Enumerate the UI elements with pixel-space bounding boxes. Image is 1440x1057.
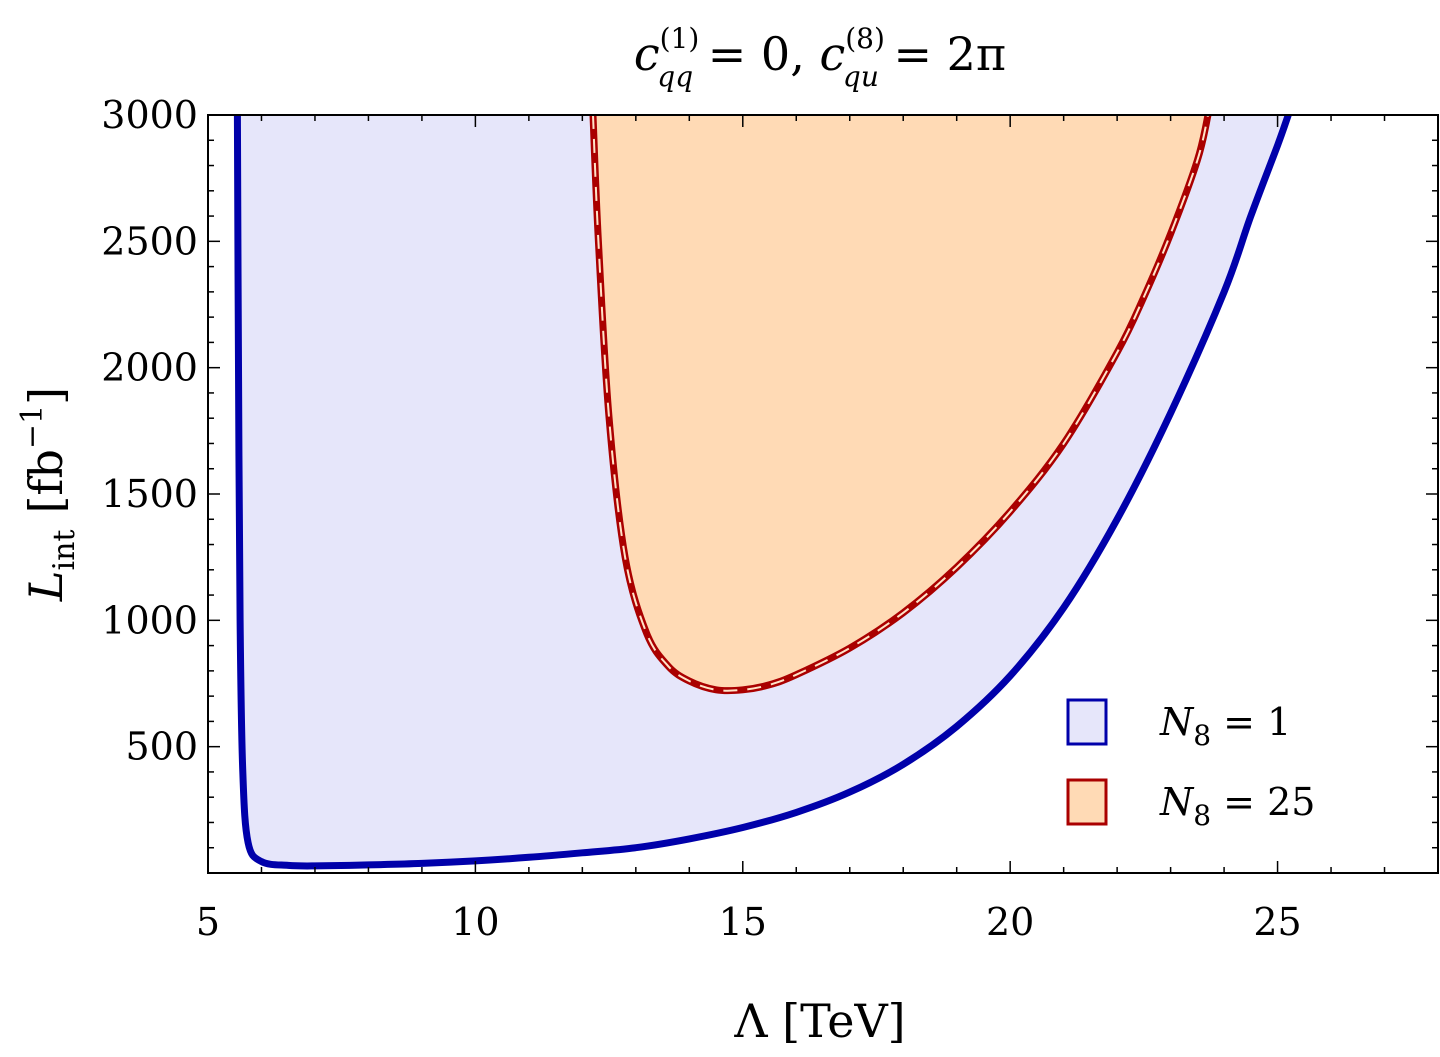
y-title-unit-open: [fb: [19, 449, 73, 513]
x-tick-label: 20: [986, 900, 1034, 944]
y-tick-label: 2500: [101, 219, 198, 263]
chart-title: c(1) qq = 0, c(8) qu = 2π: [634, 22, 1006, 93]
y-axis-title: Lint [fb−1]: [15, 387, 82, 602]
y-tick-label: 1000: [101, 598, 198, 642]
title-c2-rest: = 2π: [879, 27, 1006, 81]
y-title-unit-close: ]: [19, 387, 73, 405]
y-tick-label: 2000: [101, 346, 198, 390]
title-c1-base: c: [634, 27, 660, 81]
title-c1-sub: qq: [657, 60, 693, 93]
y-tick-label: 3000: [101, 93, 198, 137]
x-tick-label: 10: [451, 900, 499, 944]
x-axis-title: Λ [TeV]: [733, 994, 905, 1048]
y-tick-label: 500: [125, 725, 198, 769]
legend-label-1: N8 = 1: [1159, 700, 1291, 752]
y-tick-label: 1500: [101, 472, 198, 516]
y-title-unit-sup: −1: [15, 405, 50, 449]
legend-swatch-2: [1066, 778, 1108, 826]
x-tick-label: 25: [1253, 900, 1301, 944]
legend-swatch-1: [1066, 698, 1108, 746]
region-fill-2: [593, 115, 1208, 691]
boundary-line-1: [233, 115, 1292, 870]
x-tick-label: 15: [719, 900, 767, 944]
x-tick-label: 5: [196, 900, 220, 944]
title-c2-base: c: [819, 27, 845, 81]
boundary-dashed-line-2: [592, 115, 1209, 692]
plot-area: 5 10 15 20 25 500 1000 1500 2000 2500 3000 N8 = 1 N8…: [101, 93, 1439, 944]
title-c1-rest: = 0,: [693, 27, 819, 81]
title-c1-sup: (1): [660, 22, 700, 55]
y-title-base: L: [19, 571, 73, 603]
y-title-sub: int: [47, 530, 82, 571]
legend-label-2: N8 = 25: [1159, 780, 1315, 832]
title-c2-sup: (8): [845, 22, 885, 55]
title-c2-sub: qu: [843, 60, 879, 93]
